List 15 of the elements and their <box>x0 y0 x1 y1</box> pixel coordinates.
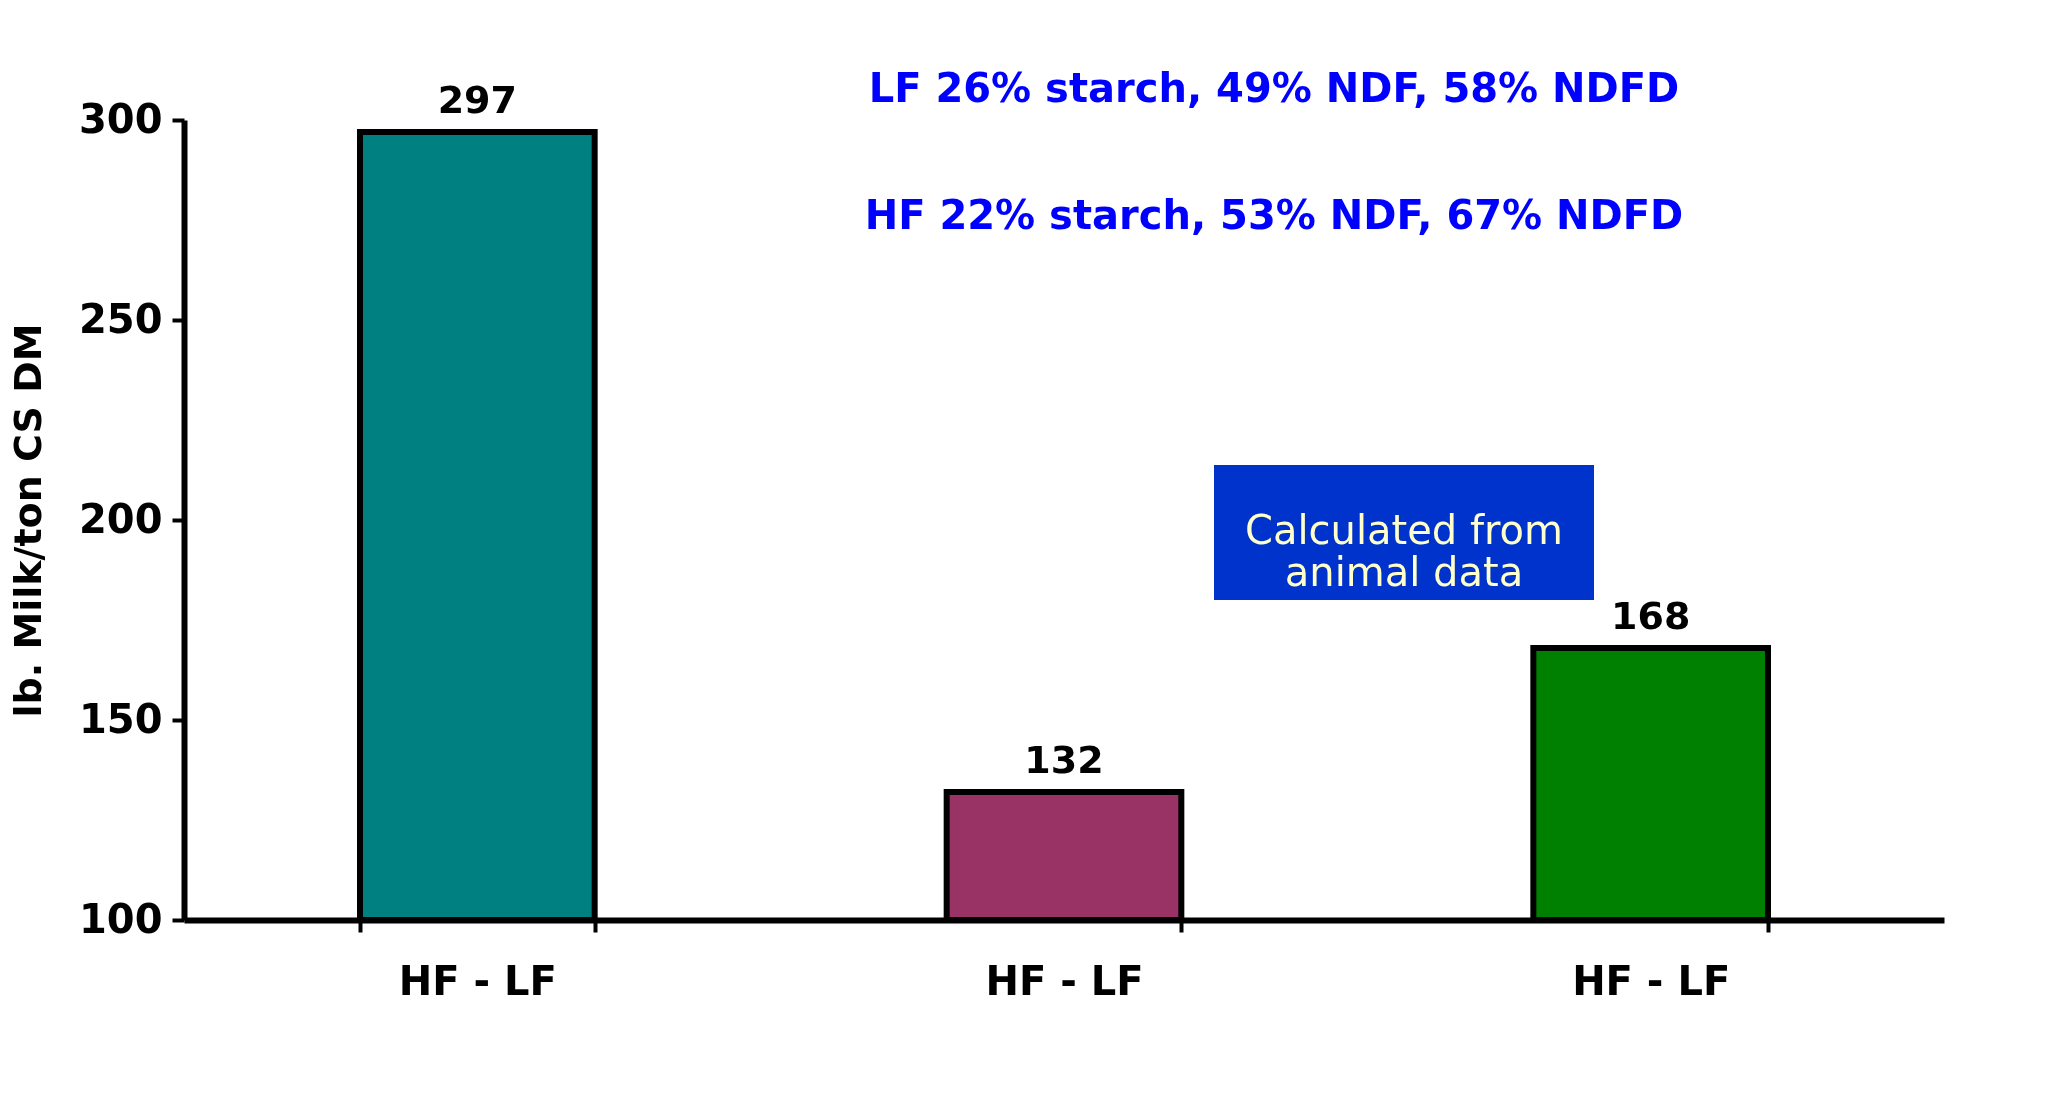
y-tick-label: 150 <box>79 695 163 742</box>
annotation: Calculated from animal data <box>1244 507 1564 595</box>
data-label: 297 <box>437 78 517 122</box>
y-tick-label: 200 <box>79 495 163 542</box>
x-tick-label: HF - LF <box>985 957 1144 1004</box>
y-axis-title: lb. Milk/ton CS DM <box>6 323 50 718</box>
annotation: HF 22% starch, 53% NDF, 67% NDFD <box>864 192 1684 238</box>
y-tick-label: 250 <box>79 295 163 342</box>
y-tick-label: 300 <box>79 95 163 142</box>
x-tick-label: HF - LF <box>1572 957 1731 1004</box>
data-label: 168 <box>1611 594 1691 638</box>
x-tick-label: HF - LF <box>398 957 557 1004</box>
text: LF 26% starch, 49% NDF, 58% NDFD <box>868 65 1680 111</box>
data-label: 132 <box>1024 738 1104 782</box>
y-tick-label: 100 <box>79 895 163 942</box>
